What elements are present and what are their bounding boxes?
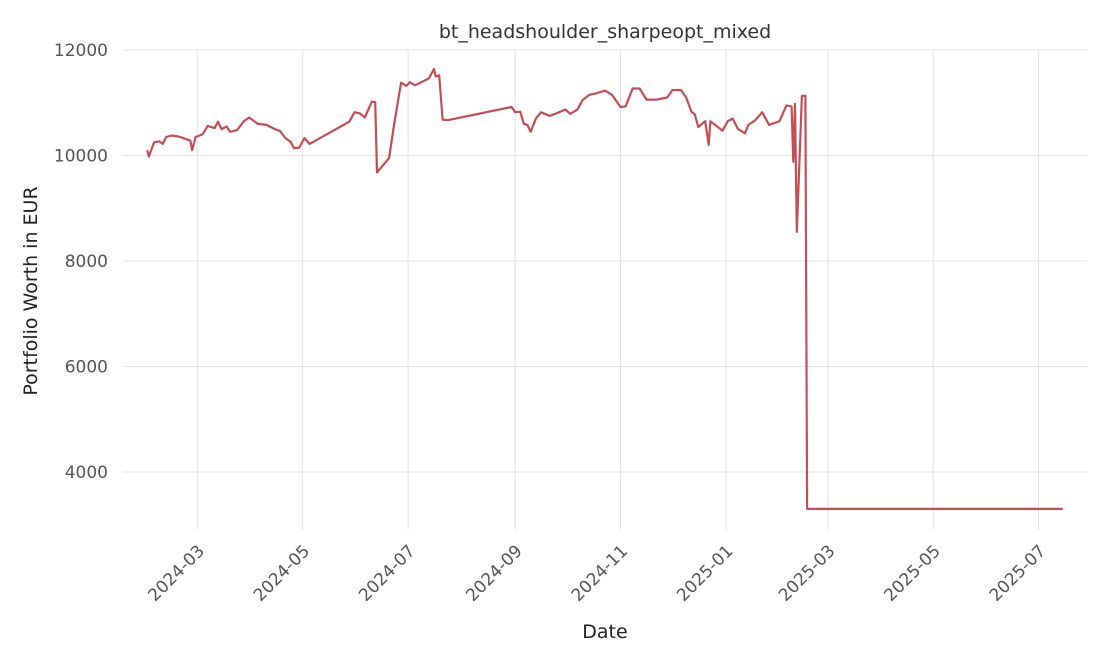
y-tick-label: 4000 <box>65 463 108 483</box>
x-tick-label: 2025-03 <box>775 541 839 605</box>
y-tick-label: 12000 <box>54 41 108 61</box>
x-tick-label: 2024-09 <box>462 541 526 605</box>
x-tick-label: 2024-11 <box>568 541 632 605</box>
y-tick-label: 6000 <box>65 357 108 377</box>
y-tick-label: 8000 <box>65 252 108 272</box>
y-tick-label: 10000 <box>54 146 108 166</box>
x-tick-label: 2024-07 <box>355 541 419 605</box>
x-tick-label: 2024-03 <box>144 541 208 605</box>
y-axis-ticks: 4000 6000 8000 10000 12000 <box>54 41 108 483</box>
x-tick-label: 2025-01 <box>673 541 737 605</box>
gridlines <box>123 49 1087 530</box>
x-tick-label: 2024-05 <box>250 541 314 605</box>
x-tick-label: 2025-05 <box>880 541 944 605</box>
x-axis-ticks: 2024-03 2024-05 2024-07 2024-09 2024-11 2025-… <box>144 541 1050 605</box>
series-line-portfolio-worth <box>146 67 1063 510</box>
y-axis-label: Portfolio Worth in EUR <box>20 186 42 395</box>
x-axis-label: Date <box>582 621 627 643</box>
chart-title: bt_headshoulder_sharpeopt_mixed <box>439 21 771 43</box>
x-tick-label: 2025-07 <box>986 541 1050 605</box>
